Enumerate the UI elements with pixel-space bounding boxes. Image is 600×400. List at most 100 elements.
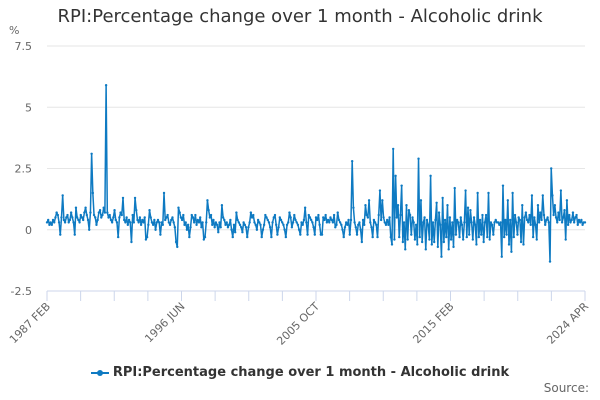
data-point[interactable] [267, 221, 271, 224]
data-point[interactable] [504, 218, 507, 222]
data-point[interactable] [81, 218, 85, 222]
data-point[interactable] [525, 218, 529, 222]
data-point[interactable] [406, 238, 409, 241]
data-point[interactable] [370, 226, 373, 229]
data-point[interactable] [48, 223, 51, 227]
data-point[interactable] [67, 221, 70, 224]
data-point[interactable] [103, 211, 107, 214]
data-point[interactable] [385, 218, 389, 222]
data-point[interactable] [154, 228, 157, 231]
data-point[interactable] [129, 221, 132, 224]
legend[interactable]: RPI:Percentage change over 1 month - Alc… [0, 365, 600, 380]
data-point[interactable] [476, 191, 479, 195]
data-point[interactable] [332, 213, 336, 217]
data-point[interactable] [559, 189, 563, 192]
data-point[interactable] [288, 211, 291, 214]
data-point[interactable] [419, 199, 423, 202]
data-point[interactable] [539, 211, 542, 214]
data-point[interactable] [170, 218, 173, 222]
data-point[interactable] [457, 221, 460, 224]
data-point[interactable] [306, 233, 309, 236]
data-point[interactable] [352, 206, 355, 209]
data-point[interactable] [530, 194, 534, 197]
data-point[interactable] [360, 240, 364, 244]
data-point[interactable] [247, 226, 250, 229]
data-point[interactable] [268, 226, 272, 229]
data-point[interactable] [470, 221, 473, 224]
data-point[interactable] [583, 221, 587, 224]
data-point[interactable] [547, 221, 551, 224]
data-point[interactable] [141, 218, 144, 222]
data-point[interactable] [343, 226, 347, 229]
data-point[interactable] [75, 216, 79, 219]
data-point[interactable] [296, 223, 300, 227]
data-point[interactable] [529, 223, 532, 227]
data-point[interactable] [155, 221, 158, 224]
data-point[interactable] [354, 226, 358, 229]
data-point[interactable] [542, 213, 546, 217]
data-point[interactable] [372, 218, 376, 222]
data-point[interactable] [218, 221, 221, 224]
data-point[interactable] [552, 213, 555, 217]
data-point[interactable] [250, 216, 254, 219]
data-point[interactable] [358, 221, 361, 224]
data-point[interactable] [486, 235, 489, 239]
data-point[interactable] [467, 233, 471, 236]
data-point[interactable] [515, 221, 518, 224]
data-point[interactable] [350, 159, 354, 163]
data-point[interactable] [78, 221, 81, 224]
data-point[interactable] [502, 235, 506, 239]
data-point[interactable] [571, 211, 575, 214]
data-point[interactable] [72, 221, 75, 224]
data-point[interactable] [100, 216, 103, 219]
data-point[interactable] [484, 213, 488, 217]
data-point[interactable] [546, 216, 549, 219]
data-point[interactable] [51, 218, 55, 222]
data-point[interactable] [563, 208, 566, 212]
data-point[interactable] [156, 218, 160, 222]
data-point[interactable] [300, 221, 303, 224]
data-point[interactable] [184, 221, 187, 224]
data-point[interactable] [61, 194, 64, 197]
data-point[interactable] [562, 216, 565, 219]
data-point[interactable] [553, 204, 557, 207]
data-point[interactable] [400, 184, 403, 187]
data-point[interactable] [57, 221, 61, 224]
data-point[interactable] [488, 238, 491, 241]
data-point[interactable] [86, 218, 90, 222]
data-point[interactable] [414, 223, 418, 227]
data-point[interactable] [183, 223, 186, 227]
data-point[interactable] [393, 238, 396, 241]
data-point[interactable] [224, 223, 227, 227]
data-point[interactable] [395, 216, 399, 219]
data-point[interactable] [440, 255, 443, 258]
data-point[interactable] [560, 221, 564, 224]
data-point[interactable] [153, 218, 156, 222]
data-point[interactable] [569, 221, 572, 224]
data-point[interactable] [576, 223, 579, 227]
data-point[interactable] [348, 233, 351, 236]
data-point[interactable] [346, 223, 349, 227]
data-point[interactable] [69, 211, 73, 214]
data-point[interactable] [423, 216, 426, 219]
data-point[interactable] [550, 167, 553, 170]
data-point[interactable] [249, 211, 253, 214]
data-point[interactable] [283, 228, 286, 231]
data-point[interactable] [378, 189, 382, 192]
data-point[interactable] [566, 223, 570, 227]
data-point[interactable] [331, 221, 335, 224]
data-point[interactable] [211, 223, 214, 227]
data-point[interactable] [443, 218, 447, 222]
data-point[interactable] [541, 194, 544, 197]
data-point[interactable] [276, 233, 279, 236]
data-point[interactable] [481, 213, 484, 217]
data-point[interactable] [302, 218, 306, 222]
data-point[interactable] [186, 223, 190, 227]
data-point[interactable] [106, 211, 109, 214]
data-point[interactable] [244, 226, 248, 229]
data-point[interactable] [231, 235, 234, 239]
data-point[interactable] [311, 221, 314, 224]
data-point[interactable] [312, 226, 315, 229]
data-point[interactable] [110, 221, 114, 224]
data-point[interactable] [309, 218, 313, 222]
